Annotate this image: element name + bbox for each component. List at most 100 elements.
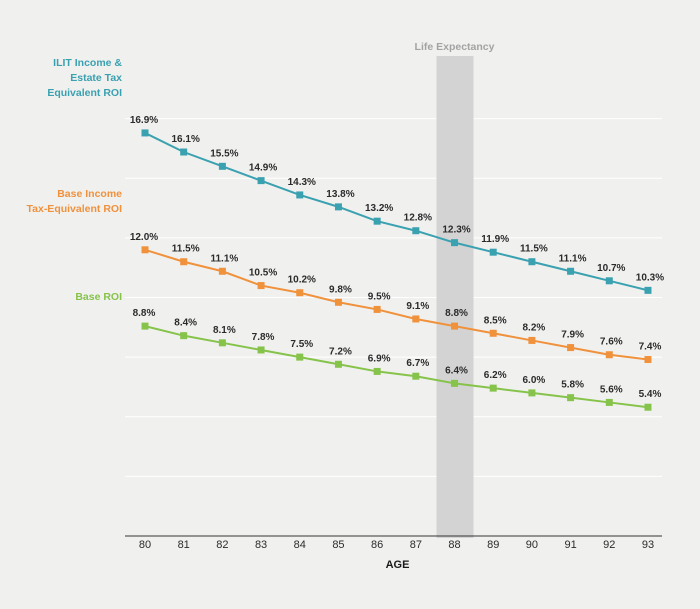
data-point bbox=[180, 258, 188, 266]
series-1: 16.9% 16.1% 15.5% 14.9% 14.3% 13.8% 13.2% 12.8%… bbox=[130, 115, 664, 294]
data-label: 10.5% bbox=[249, 268, 277, 279]
data-label: 8.4% bbox=[174, 318, 197, 329]
x-tick-label: 90 bbox=[526, 539, 538, 551]
x-tick-label: 91 bbox=[564, 539, 576, 551]
x-tick-label: 86 bbox=[371, 539, 383, 551]
data-point bbox=[489, 329, 497, 337]
data-point bbox=[605, 398, 613, 406]
data-label: 8.8% bbox=[445, 308, 468, 319]
data-label: 11.9% bbox=[481, 234, 509, 245]
data-label: 7.2% bbox=[329, 346, 352, 357]
data-label: 12.3% bbox=[442, 225, 470, 236]
data-label: 6.4% bbox=[445, 365, 468, 376]
x-tick-label: 88 bbox=[448, 539, 460, 551]
data-point bbox=[605, 351, 613, 359]
data-label: 8.1% bbox=[213, 325, 236, 336]
data-label: 6.2% bbox=[484, 370, 507, 381]
data-label: 7.9% bbox=[561, 330, 584, 341]
data-label: 11.5% bbox=[172, 244, 200, 255]
data-point bbox=[451, 239, 459, 247]
data-point bbox=[644, 286, 652, 294]
data-point bbox=[218, 162, 226, 170]
data-label: 5.8% bbox=[561, 380, 584, 391]
x-tick-label: 83 bbox=[255, 539, 267, 551]
data-label: 10.7% bbox=[597, 263, 625, 274]
data-point bbox=[141, 129, 149, 137]
data-label: 15.5% bbox=[210, 148, 238, 159]
data-label: 12.8% bbox=[404, 213, 432, 224]
data-point bbox=[451, 379, 459, 387]
data-label: 10.3% bbox=[636, 272, 664, 283]
data-point bbox=[257, 346, 265, 354]
series-line bbox=[144, 132, 649, 292]
data-label: 6.7% bbox=[406, 358, 429, 369]
life-expectancy-band bbox=[436, 56, 474, 538]
data-label: 16.9% bbox=[130, 115, 158, 126]
data-label: 9.5% bbox=[368, 291, 391, 302]
x-tick-label: 80 bbox=[139, 539, 151, 551]
data-label: 8.8% bbox=[133, 308, 156, 319]
data-point bbox=[334, 298, 342, 306]
series-line bbox=[144, 248, 649, 361]
series-label: Estate Tax bbox=[70, 72, 122, 84]
x-tick-label: 81 bbox=[178, 539, 190, 551]
data-label: 8.2% bbox=[523, 322, 546, 333]
series-label: ILIT Income & bbox=[53, 57, 122, 69]
x-tick-label: 82 bbox=[216, 539, 228, 551]
data-point bbox=[296, 289, 304, 297]
series-3: 8.8% 8.4% 8.1% 7.8% 7.5% 7.2% 6.9% 6.7% 6.4% 6.2%… bbox=[133, 308, 662, 411]
data-point bbox=[180, 332, 188, 340]
data-label: 14.9% bbox=[249, 163, 277, 174]
series-label: Base ROI bbox=[75, 291, 122, 303]
data-label: 7.6% bbox=[600, 337, 623, 348]
data-label: 7.4% bbox=[639, 342, 662, 353]
x-tick-label: 92 bbox=[603, 539, 615, 551]
x-tick-label: 84 bbox=[294, 539, 306, 551]
data-label: 12.0% bbox=[130, 232, 158, 243]
series-label: Equivalent ROI bbox=[47, 87, 122, 99]
data-point bbox=[451, 322, 459, 330]
series-2: 12.0% 11.5% 11.1% 10.5% 10.2% 9.8% 9.5% 9.1% 8.8… bbox=[130, 232, 662, 364]
data-label: 11.1% bbox=[210, 253, 238, 264]
x-tick-label: 85 bbox=[332, 539, 344, 551]
life-expectancy-band-group: Life Expectancy bbox=[415, 41, 495, 538]
data-point bbox=[218, 339, 226, 347]
data-point bbox=[412, 372, 420, 380]
data-label: 6.0% bbox=[523, 375, 546, 386]
data-label: 6.9% bbox=[368, 353, 391, 364]
data-point bbox=[180, 148, 188, 156]
data-point bbox=[567, 394, 575, 402]
data-label: 9.8% bbox=[329, 284, 352, 295]
data-point bbox=[296, 353, 304, 361]
data-point bbox=[373, 305, 381, 313]
data-point bbox=[528, 389, 536, 397]
data-label: 13.8% bbox=[326, 189, 354, 200]
data-point bbox=[528, 336, 536, 344]
series-line bbox=[144, 325, 649, 409]
data-point bbox=[528, 258, 536, 266]
x-tick-label: 87 bbox=[410, 539, 422, 551]
data-point bbox=[489, 384, 497, 392]
data-label: 11.1% bbox=[559, 253, 587, 264]
data-point bbox=[567, 267, 575, 275]
data-point bbox=[141, 246, 149, 254]
data-point bbox=[605, 277, 613, 285]
gridlines bbox=[125, 118, 662, 477]
series-labels: ILIT Income & Estate Tax Equivalent ROI Bas… bbox=[27, 57, 123, 303]
data-point bbox=[218, 267, 226, 275]
data-label: 16.1% bbox=[172, 134, 200, 145]
data-point bbox=[412, 227, 420, 235]
data-label: 5.6% bbox=[600, 384, 623, 395]
series-group: 16.9% 16.1% 15.5% 14.9% 14.3% 13.8% 13.2% 12.8%… bbox=[130, 115, 664, 411]
data-point bbox=[373, 367, 381, 375]
series-label: Base Income bbox=[57, 188, 122, 200]
data-point bbox=[644, 403, 652, 411]
data-label: 13.2% bbox=[365, 203, 393, 214]
data-point bbox=[489, 248, 497, 256]
data-label: 5.4% bbox=[639, 389, 662, 400]
data-point bbox=[257, 177, 265, 185]
life-expectancy-label: Life Expectancy bbox=[415, 41, 495, 53]
data-point bbox=[141, 322, 149, 330]
data-point bbox=[412, 315, 420, 323]
